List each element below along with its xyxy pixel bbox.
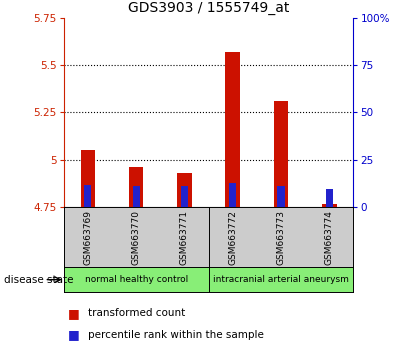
Bar — [177, 173, 192, 207]
Bar — [209, 267, 353, 292]
Text: intracranial arterial aneurysm: intracranial arterial aneurysm — [213, 275, 349, 284]
Bar — [274, 101, 288, 207]
Text: transformed count: transformed count — [88, 308, 186, 318]
Bar — [226, 52, 240, 207]
Text: normal healthy control: normal healthy control — [85, 275, 188, 284]
Text: percentile rank within the sample: percentile rank within the sample — [88, 330, 264, 339]
Bar — [81, 150, 95, 207]
Text: GSM663769: GSM663769 — [83, 210, 92, 265]
Text: disease state: disease state — [4, 275, 74, 285]
Text: ■: ■ — [68, 328, 80, 341]
Bar — [322, 204, 337, 207]
Bar — [277, 186, 285, 207]
Bar — [326, 189, 333, 207]
Text: GSM663770: GSM663770 — [132, 210, 141, 265]
Bar — [132, 186, 140, 207]
Bar — [181, 186, 188, 207]
Title: GDS3903 / 1555749_at: GDS3903 / 1555749_at — [128, 1, 289, 15]
Bar — [84, 185, 92, 207]
Text: GSM663773: GSM663773 — [277, 210, 286, 265]
Text: GSM663771: GSM663771 — [180, 210, 189, 265]
Text: GSM663772: GSM663772 — [228, 210, 237, 265]
Bar — [129, 167, 143, 207]
Bar — [229, 183, 236, 207]
Text: ■: ■ — [68, 307, 80, 320]
Text: GSM663774: GSM663774 — [325, 210, 334, 265]
Bar — [64, 267, 208, 292]
